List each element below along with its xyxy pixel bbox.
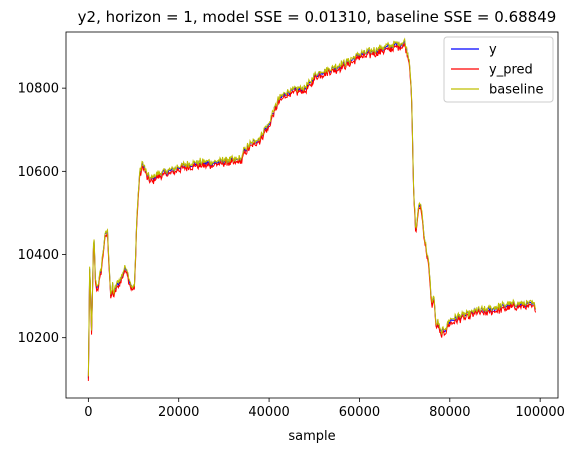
chart-title: y2, horizon = 1, model SSE = 0.01310, ba…: [78, 8, 557, 26]
y-tick-label: 10200: [18, 331, 59, 346]
x-tick-label: 100000: [515, 405, 565, 420]
legend-label: baseline: [489, 83, 543, 98]
y-tick-label: 10800: [18, 82, 59, 97]
legend-box: [443, 36, 554, 103]
legend: y y_pred baseline: [443, 36, 554, 103]
y-tick-label: 10400: [18, 248, 59, 263]
axes-frame: [65, 31, 559, 399]
series-line-baseline: [87, 37, 537, 377]
legend-label: y: [489, 43, 497, 58]
x-tick-label: 0: [84, 405, 92, 420]
x-tick-label: 80000: [429, 405, 470, 420]
y-tick-label: 10600: [18, 165, 59, 180]
axis-ticks: 0 20000 40000 60000 80000 100000 10200 10400 106…: [18, 82, 565, 420]
plot-area: [87, 37, 537, 381]
x-axis-label: sample: [288, 429, 335, 444]
x-tick-label: 20000: [158, 405, 199, 420]
x-tick-label: 40000: [248, 405, 289, 420]
x-tick-label: 60000: [339, 405, 380, 420]
legend-label: y_pred: [489, 63, 533, 78]
